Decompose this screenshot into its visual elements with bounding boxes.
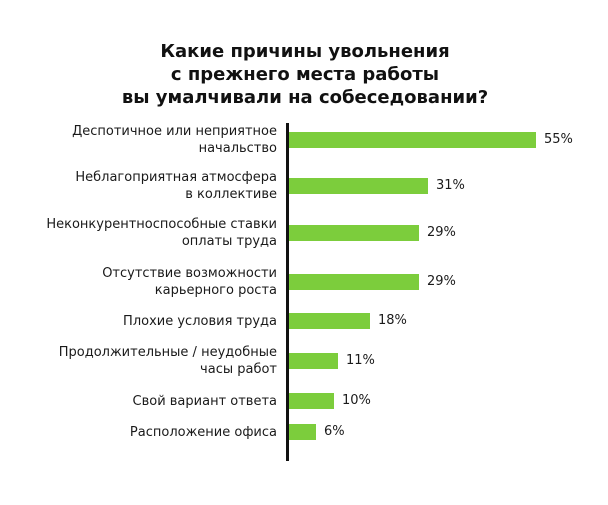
y-axis-line <box>286 123 289 461</box>
category-label-line: Расположение офиса <box>129 424 277 440</box>
value-label: 55% <box>544 132 573 147</box>
category-label: Расположение офиса <box>130 424 277 441</box>
category-label-line: Отсутствие возможности <box>102 266 277 281</box>
value-label: 10% <box>342 393 371 408</box>
value-label: 29% <box>427 274 456 289</box>
chart-title: Какие причины увольнения с прежнего мест… <box>40 40 570 109</box>
category-label-line: Неблагоприятная атмосфера <box>75 170 277 185</box>
category-label: Отсутствие возможности карьерного роста <box>102 265 277 299</box>
category-label-line: Продолжительные / неудобные <box>58 345 277 360</box>
value-label: 29% <box>427 225 456 240</box>
bar <box>289 225 419 241</box>
category-label-line: Плохие условия труда <box>123 313 277 329</box>
chart-title-line: Какие причины увольнения <box>160 41 450 62</box>
category-label: Плохие условия труда <box>123 313 277 330</box>
category-label-line: Свой вариант ответа <box>132 393 278 409</box>
category-label: Неконкурентноспособные ставки оплаты труд… <box>46 216 277 250</box>
value-label: 6% <box>324 424 345 439</box>
category-label-line: карьерного роста <box>154 283 277 298</box>
category-label-line: начальство <box>198 141 277 156</box>
bar <box>289 313 370 329</box>
bar <box>289 393 334 409</box>
category-label: Неблагоприятная атмосфера в коллективе <box>75 169 277 203</box>
category-label-line: в коллективе <box>185 187 277 202</box>
category-label-line: Деспотичное или неприятное <box>72 124 277 139</box>
value-label: 18% <box>378 313 407 328</box>
value-label: 31% <box>436 178 465 193</box>
value-label: 11% <box>346 353 375 368</box>
chart-title-line: вы умалчивали на собеседовании? <box>121 87 489 108</box>
category-label: Продолжительные / неудобные часы работ <box>59 344 277 378</box>
chart-title-line: с прежнего места работы <box>170 64 440 85</box>
bar <box>289 353 338 369</box>
category-label-line: оплаты труда <box>181 234 277 249</box>
bar <box>289 178 428 194</box>
bar <box>289 132 536 148</box>
category-label-line: Неконкурентноспособные ставки <box>46 217 277 232</box>
category-label: Деспотичное или неприятное начальство <box>72 123 277 157</box>
category-label-line: часы работ <box>200 362 277 377</box>
category-label: Свой вариант ответа <box>133 393 278 410</box>
bar <box>289 424 316 440</box>
bar <box>289 274 419 290</box>
